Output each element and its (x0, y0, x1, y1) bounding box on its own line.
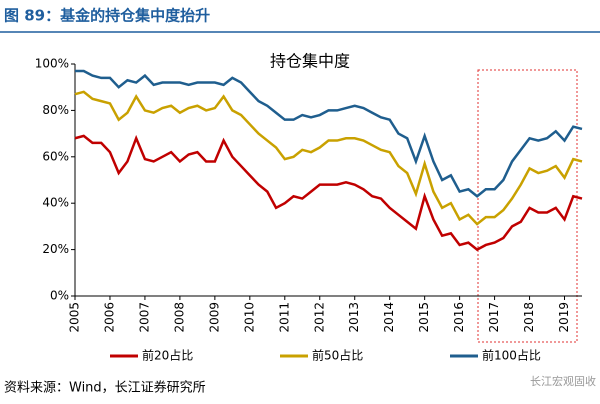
x-tick-label: 2015 (417, 302, 431, 333)
x-tick-label: 2006 (102, 302, 116, 333)
y-tick-label: 40% (42, 196, 69, 210)
x-tick-label: 2007 (137, 302, 151, 333)
line-series (74, 134, 583, 252)
y-tick-label: 100% (35, 57, 69, 71)
watermark: 长江宏观固收 (530, 374, 596, 388)
x-tick-label: 2016 (452, 302, 466, 333)
chart-title: 图 89：基金的持仓集中度抬升 (4, 7, 210, 25)
x-tick-label: 2005 (68, 302, 82, 333)
source: 资料来源：Wind，长江证券研究所 (4, 380, 206, 396)
x-tick-label: 2009 (207, 302, 221, 333)
x-tick-label: 2008 (172, 302, 186, 333)
chart-subtitle: 持仓集中度 (270, 52, 350, 71)
x-tick-label: 2012 (312, 302, 326, 333)
legend-label: 前20占比 (142, 348, 193, 363)
line-series (74, 90, 583, 226)
y-tick-label: 0% (50, 289, 69, 303)
x-tick-label: 2017 (487, 302, 501, 333)
legend-label: 前100占比 (482, 348, 541, 363)
x-tick-label: 2019 (557, 302, 571, 333)
y-tick-label: 60% (42, 149, 69, 163)
highlight-box (477, 69, 578, 343)
x-tick-label: 2013 (347, 302, 361, 333)
x-tick-label: 2010 (242, 302, 256, 333)
x-tick-label: 2011 (277, 302, 291, 333)
x-tick-label: 2014 (382, 302, 396, 333)
line-series (75, 69, 583, 198)
y-tick-label: 20% (42, 242, 69, 256)
y-tick-label: 80% (42, 103, 69, 117)
legend-label: 前50占比 (312, 348, 363, 363)
x-tick-label: 2018 (522, 302, 536, 333)
